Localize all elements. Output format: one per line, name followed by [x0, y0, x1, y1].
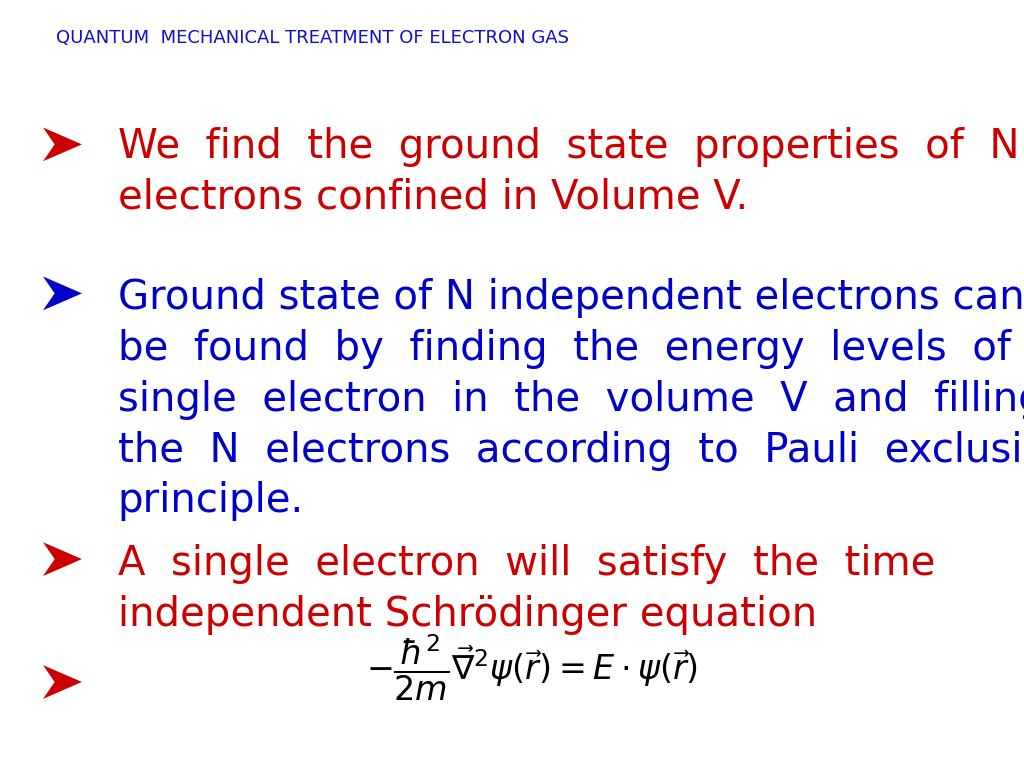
Text: We  find  the  ground  state  properties  of  N
electrons confined in Volume V.: We find the ground state properties of N… [118, 127, 1019, 217]
Polygon shape [43, 276, 82, 310]
Polygon shape [43, 542, 82, 576]
Text: A  single  electron  will  satisfy  the  time
independent Schrödinger equation: A single electron will satisfy the time … [118, 544, 935, 634]
Text: Ground state of N independent electrons can
be  found  by  finding  the  energy : Ground state of N independent electrons … [118, 278, 1024, 521]
Polygon shape [43, 665, 82, 699]
Text: $-\dfrac{\hbar^2}{2m}\vec{\nabla}^2\psi(\vec{r}) = E \cdot \psi(\vec{r})$: $-\dfrac{\hbar^2}{2m}\vec{\nabla}^2\psi(… [367, 633, 698, 703]
Text: QUANTUM  MECHANICAL TREATMENT OF ELECTRON GAS: QUANTUM MECHANICAL TREATMENT OF ELECTRON… [56, 29, 569, 47]
Polygon shape [43, 127, 82, 161]
